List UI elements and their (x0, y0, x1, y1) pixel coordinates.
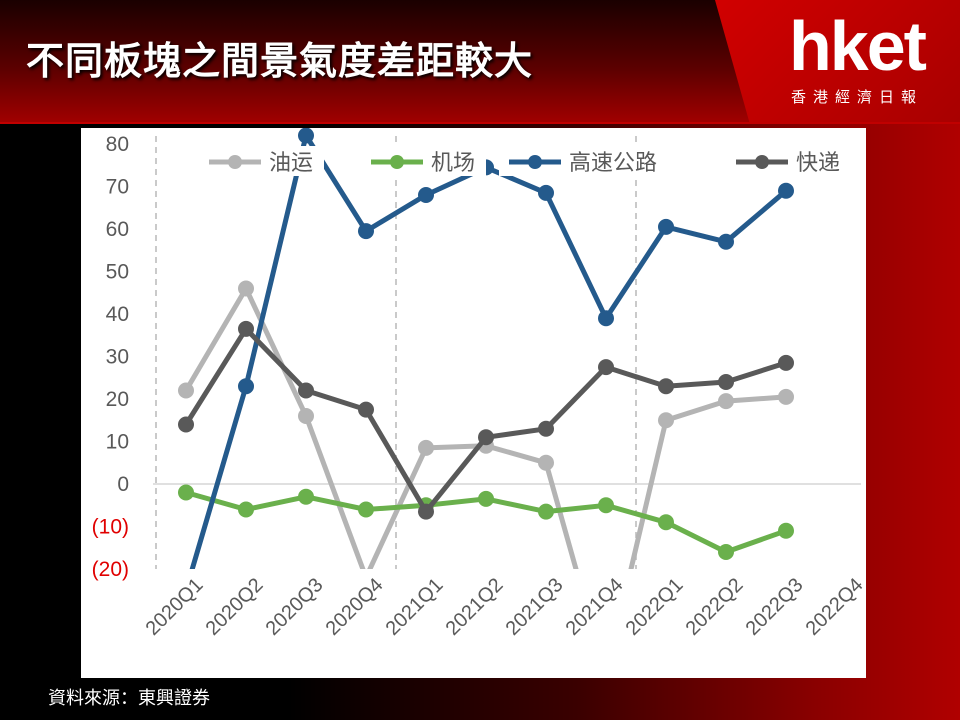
x-tick-label: 2021Q2 (442, 574, 508, 640)
series-3-point (538, 420, 554, 437)
series-0-point (778, 388, 794, 405)
legend-marker-0 (228, 155, 242, 169)
hket-logo: hket 香港經濟日報 (772, 8, 942, 107)
y-tick-label: 60 (106, 218, 129, 241)
x-tick-label: 2021Q1 (382, 574, 448, 640)
series-2-point (778, 182, 794, 199)
series-2-point (238, 378, 254, 395)
series-1-point (778, 522, 794, 539)
legend-label-3: 快递 (796, 150, 840, 175)
chart-panel: 80 70 60 50 40 30 20 10 0 (10) (20) 2020Q1 2020Q2 202… (81, 128, 868, 678)
series-1-point (358, 501, 374, 518)
series-3-point (298, 382, 314, 399)
legend-marker-3 (755, 155, 769, 169)
series-3-point (658, 378, 674, 395)
series-0-point (178, 382, 194, 399)
source-note: 資料來源：東興證券 (48, 688, 210, 709)
series-2-point (658, 218, 674, 235)
legend-label-2: 高速公路 (569, 150, 657, 175)
series-group (178, 128, 794, 678)
y-tick-label: 80 (106, 133, 129, 156)
series-2-point (538, 184, 554, 201)
series-3-point (178, 416, 194, 433)
series-1-point (538, 503, 554, 520)
x-tick-label: 2022Q2 (682, 574, 748, 640)
series-2-point (298, 128, 314, 144)
legend-label-0: 油运 (269, 150, 313, 175)
y-tick-label: 50 (106, 261, 129, 284)
logo-main-text: hket (789, 7, 927, 85)
logo-box (715, 0, 960, 122)
series-2-point (718, 233, 734, 250)
y-tick-label: 10 (106, 431, 129, 454)
series-3-point (598, 359, 614, 376)
page-title: 不同板塊之間景氣度差距較大 (26, 39, 534, 83)
y-tick-label: 0 (117, 473, 129, 496)
x-tick-label: 2021Q4 (562, 574, 628, 640)
series-3-point (718, 374, 734, 390)
logo-sub-text: 香港經濟日報 (790, 88, 923, 106)
series-0-point (418, 439, 434, 456)
series-3-point (418, 503, 434, 520)
x-tick-label: 2022Q1 (622, 574, 688, 640)
x-tick-label: 2022Q3 (742, 574, 808, 640)
x-tick-label: 2020Q3 (262, 574, 328, 640)
series-1-point (718, 544, 734, 560)
legend-marker-2 (528, 155, 542, 169)
series-0-point (658, 412, 674, 429)
x-tick-label: 2020Q4 (322, 574, 388, 640)
y-tick-label: 20 (106, 388, 129, 411)
series-1-point (238, 501, 254, 518)
series-2-point (598, 310, 614, 327)
y-tick-label: 30 (106, 346, 129, 369)
y-tick-label: (10) (92, 516, 129, 539)
x-tick-label: 2021Q3 (502, 574, 568, 640)
series-3-point (238, 320, 254, 337)
series-2-point (358, 223, 374, 240)
y-tick-label: (20) (92, 558, 129, 581)
series-0-point (298, 408, 314, 424)
y-tick-label: 40 (106, 303, 129, 326)
x-tick-label: 2022Q4 (802, 574, 866, 640)
legend-label-1: 机场 (431, 150, 475, 175)
series-1-point (658, 514, 674, 531)
x-tick-label: 2020Q1 (142, 574, 208, 640)
series-3-point (478, 429, 494, 446)
series-0-point (598, 667, 614, 678)
y-tick-label: 70 (106, 176, 129, 199)
line-chart: 80706050403020100(10)(20)2020Q12020Q2202… (92, 128, 868, 678)
series-3-point (358, 401, 374, 418)
series-1-point (478, 490, 494, 507)
series-1-point (178, 484, 194, 501)
series-0-point (238, 280, 254, 297)
legend-marker-1 (390, 155, 404, 169)
series-0-point (718, 393, 734, 410)
series-1-point (598, 497, 614, 514)
series-2-point (418, 187, 434, 203)
series-1-point (298, 488, 314, 505)
series-0-point (538, 454, 554, 471)
series-3-point (778, 354, 794, 371)
x-tick-label: 2020Q2 (202, 574, 268, 640)
